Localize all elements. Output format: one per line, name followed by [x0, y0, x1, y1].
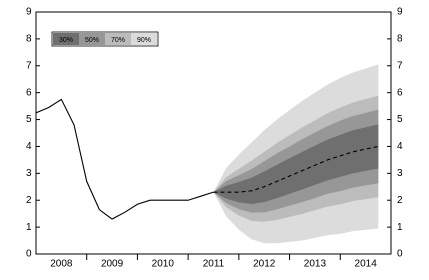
y2-tick-label: 9 [397, 7, 403, 18]
forecast-line [213, 145, 379, 193]
x-tick-label: 2009 [101, 259, 124, 270]
y-tick-label: 4 [26, 141, 32, 152]
legend-label: 70% [111, 37, 125, 44]
legend-swatch [105, 33, 131, 45]
x-tick-label: 2010 [152, 259, 175, 270]
y2-tick-label: 6 [397, 87, 403, 98]
x-tick-label: 2014 [355, 259, 378, 270]
legend-swatch [53, 33, 79, 45]
y-tick-label: 7 [26, 60, 32, 71]
history-line [35, 98, 214, 220]
y2-tick-label: 1 [397, 222, 403, 233]
y-tick-label: 8 [26, 34, 32, 45]
y2-tick-label: 5 [397, 114, 403, 125]
y2-tick-label: 3 [397, 168, 403, 179]
y2-tick-label: 7 [397, 60, 403, 71]
y2-tick-label: 2 [397, 195, 403, 206]
y-tick-label: 2 [26, 195, 32, 206]
legend-label: 90% [137, 37, 151, 44]
x-tick-label: 2013 [304, 259, 327, 270]
y-tick-label: 1 [26, 222, 32, 233]
x-tick-label: 2012 [253, 259, 276, 270]
fan-band [213, 124, 379, 204]
legend-swatch [79, 33, 105, 45]
y2-tick-label: 0 [397, 249, 403, 260]
legend-swatch [131, 33, 157, 45]
x-tick-label: 2011 [203, 259, 225, 270]
legend-label: 30% [59, 37, 73, 44]
y-tick-label: 5 [26, 114, 32, 125]
y-tick-label: 0 [26, 249, 32, 260]
y-tick-label: 6 [26, 87, 32, 98]
y2-tick-label: 4 [397, 141, 403, 152]
plot-frame [35, 11, 392, 255]
y-tick-label: 3 [26, 168, 32, 179]
y-tick-label: 9 [26, 7, 32, 18]
legend-label: 50% [85, 37, 99, 44]
x-tick-label: 2008 [50, 259, 73, 270]
y2-tick-label: 8 [397, 34, 403, 45]
